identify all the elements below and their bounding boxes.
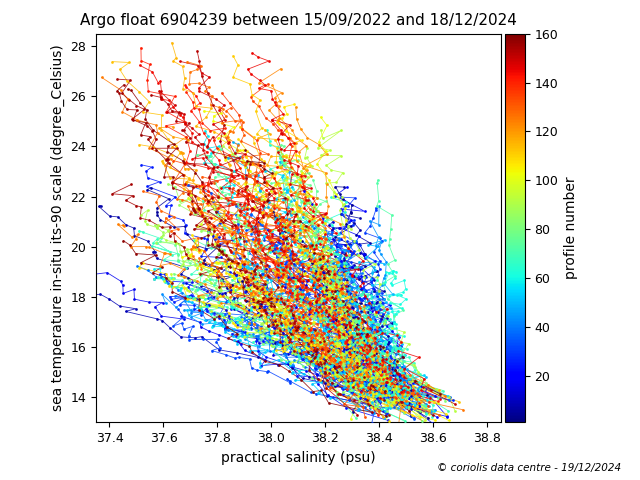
Y-axis label: profile number: profile number bbox=[564, 177, 578, 279]
X-axis label: practical salinity (psu): practical salinity (psu) bbox=[221, 451, 376, 465]
Text: © coriolis data centre - 19/12/2024: © coriolis data centre - 19/12/2024 bbox=[436, 463, 621, 473]
Y-axis label: sea temperature in-situ its-90 scale (degree_Celsius): sea temperature in-situ its-90 scale (de… bbox=[51, 45, 65, 411]
Title: Argo float 6904239 between 15/09/2022 and 18/12/2024: Argo float 6904239 between 15/09/2022 an… bbox=[80, 13, 517, 28]
